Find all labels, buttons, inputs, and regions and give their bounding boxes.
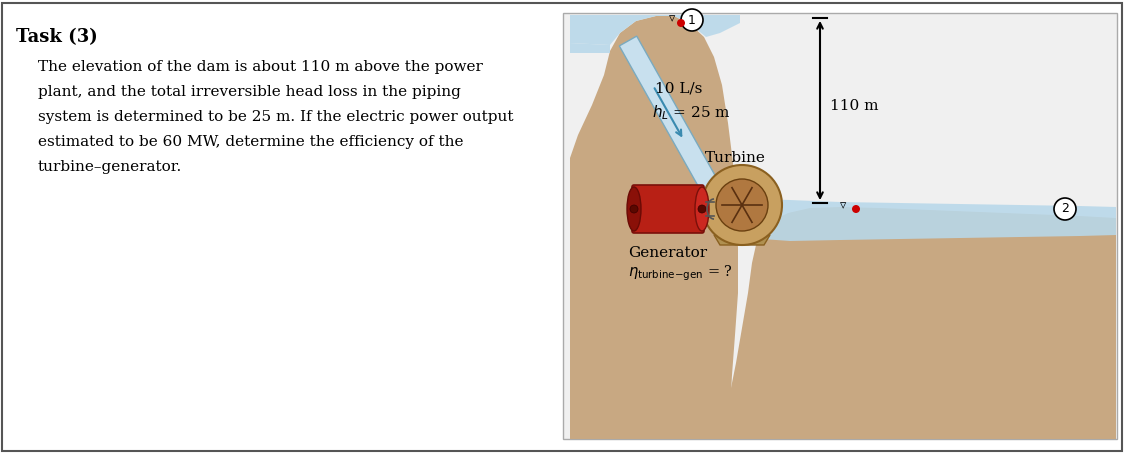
Polygon shape [570,43,610,53]
Polygon shape [729,207,1116,439]
Text: 1: 1 [688,14,696,26]
Polygon shape [619,36,727,206]
Text: $h_L$ = 25 m: $h_L$ = 25 m [652,104,731,122]
Text: 2: 2 [1061,202,1069,216]
Ellipse shape [695,187,709,231]
Text: $\triangledown$: $\triangledown$ [668,13,676,25]
Polygon shape [570,15,740,45]
Circle shape [702,165,782,245]
Polygon shape [729,199,1116,241]
Text: plant, and the total irreversible head loss in the piping: plant, and the total irreversible head l… [38,85,461,99]
Bar [562,13,1117,439]
Circle shape [681,9,703,31]
Text: turbine–generator.: turbine–generator. [38,160,182,174]
Circle shape [630,205,638,213]
Text: 110 m: 110 m [830,98,879,112]
Text: Generator: Generator [628,246,708,260]
Circle shape [1054,198,1076,220]
Text: 10 L/s: 10 L/s [655,81,702,95]
Circle shape [716,179,768,231]
Text: Turbine: Turbine [705,151,766,165]
Text: Task (3): Task (3) [16,28,98,46]
Text: $\triangledown$: $\triangledown$ [839,199,847,212]
Polygon shape [714,235,770,245]
Bar [702,205,704,213]
FancyBboxPatch shape [632,185,704,233]
Text: system is determined to be 25 m. If the electric power output: system is determined to be 25 m. If the … [38,110,513,124]
Text: $\eta_\mathrm{turbine{-}gen}$ = ?: $\eta_\mathrm{turbine{-}gen}$ = ? [628,263,734,283]
Circle shape [698,205,706,213]
Text: The elevation of the dam is about 110 m above the power: The elevation of the dam is about 110 m … [38,60,483,74]
Polygon shape [570,16,738,439]
Text: estimated to be 60 MW, determine the efficiency of the: estimated to be 60 MW, determine the eff… [38,135,464,149]
Circle shape [677,19,685,27]
Circle shape [852,205,860,213]
Ellipse shape [627,187,641,231]
